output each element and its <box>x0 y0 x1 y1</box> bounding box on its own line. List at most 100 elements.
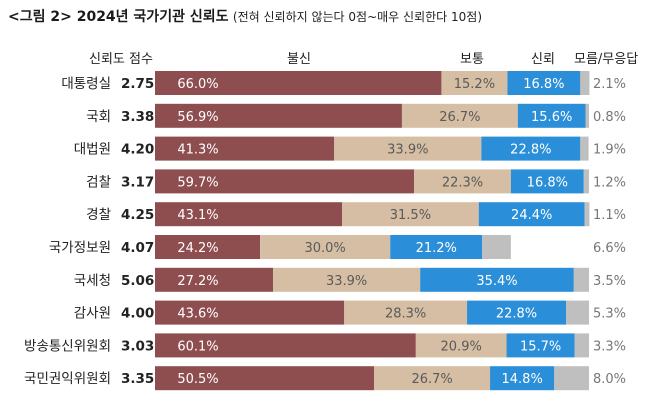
data-label-dontknow: 8.0% <box>593 372 626 387</box>
data-label-distrust: 27.2% <box>177 274 218 289</box>
bar-segment-neutral <box>415 333 507 358</box>
score-label: 3.17 <box>121 174 154 190</box>
header-distrust: 불신 <box>287 52 311 67</box>
data-label-dontknow: 3.3% <box>593 339 626 354</box>
bar-segment-distrust <box>155 136 335 161</box>
data-label-trust: 21.2% <box>416 241 457 256</box>
bar-segment-neutral <box>342 202 479 227</box>
data-label-distrust: 24.2% <box>177 241 218 256</box>
score-label: 4.25 <box>121 207 154 223</box>
data-label-neutral: 31.5% <box>390 208 431 223</box>
category-label: 감사원 <box>74 306 111 322</box>
category-label: 대통령실 <box>61 76 111 92</box>
header-score: 신뢰도 점수 <box>89 52 153 67</box>
score-label: 5.06 <box>121 273 154 289</box>
bar-segment-distrust <box>155 103 402 128</box>
bar-segment-trust <box>467 300 566 325</box>
category-label: 국세청 <box>74 273 111 289</box>
bar-segment-dontknow <box>573 267 589 292</box>
data-label-neutral: 15.2% <box>454 77 495 92</box>
bar-segment-distrust <box>155 333 416 358</box>
data-label-trust: 16.8% <box>523 77 564 92</box>
category-label: 방송통신위원회 <box>24 338 111 354</box>
data-label-distrust: 43.6% <box>177 307 218 322</box>
bar-segment-distrust <box>155 71 442 95</box>
score-label: 4.00 <box>121 306 154 322</box>
data-label-distrust: 43.1% <box>177 208 218 223</box>
bar-segment-neutral <box>344 300 468 325</box>
bar-segment-neutral <box>374 366 491 391</box>
data-label-neutral: 20.9% <box>441 339 482 354</box>
bar-segment-dontknow <box>580 136 589 161</box>
bar-segment-dontknow <box>585 103 589 128</box>
chart-title-main: <그림 2> 2024년 국가기관 신뢰도 <box>8 9 229 25</box>
bar-segment-dontknow <box>566 300 589 325</box>
bar-segment-dontknow <box>580 71 590 95</box>
category-label: 검찰 <box>86 174 111 190</box>
score-label: 4.07 <box>121 240 154 256</box>
bar-segment-distrust <box>155 202 343 227</box>
bar-segment-distrust <box>155 235 261 259</box>
bar-segment-dontknow <box>583 169 589 194</box>
data-label-dontknow: 1.9% <box>593 143 626 158</box>
bar-segment-trust <box>490 366 555 391</box>
score-label: 3.35 <box>121 371 154 387</box>
category-label: 경찰 <box>86 207 111 223</box>
bar-segment-distrust <box>155 267 274 292</box>
data-label-neutral: 26.7% <box>411 372 452 387</box>
bar-segment-trust <box>481 136 581 161</box>
category-label: 국회 <box>86 109 111 125</box>
data-label-dontknow: 6.6% <box>593 241 626 256</box>
category-label: 국가정보원 <box>49 240 111 256</box>
header-trust: 신뢰 <box>531 52 555 67</box>
data-label-trust: 15.6% <box>531 110 572 125</box>
data-label-trust: 35.4% <box>476 274 517 289</box>
chart-subtitle: (전혀 신뢰하지 않는다 0점~매우 신뢰한다 10점) <box>232 10 482 24</box>
data-label-distrust: 50.5% <box>177 372 218 387</box>
score-label: 3.03 <box>121 338 154 354</box>
bar-segment-trust <box>478 202 585 227</box>
data-label-dontknow: 1.2% <box>593 175 626 190</box>
data-label-trust: 15.7% <box>520 339 561 354</box>
bar-segment-trust <box>390 235 483 259</box>
bar-segment-neutral <box>401 103 518 128</box>
data-label-neutral: 30.0% <box>304 241 345 256</box>
header-neutral: 보통 <box>460 52 484 67</box>
data-label-distrust: 59.7% <box>177 175 218 190</box>
score-label: 3.38 <box>121 109 154 125</box>
bar-segment-trust <box>510 169 584 194</box>
data-label-neutral: 28.3% <box>385 307 426 322</box>
bar-segment-neutral <box>441 71 508 95</box>
data-label-distrust: 41.3% <box>177 143 218 158</box>
data-label-neutral: 22.3% <box>442 175 483 190</box>
bar-segment-neutral <box>260 235 391 259</box>
bar-segment-trust <box>506 333 575 358</box>
data-label-distrust: 56.9% <box>177 110 218 125</box>
data-label-dontknow: 3.5% <box>593 274 626 289</box>
category-label: 국민권익위원회 <box>24 371 111 387</box>
bar-segment-distrust <box>155 300 345 325</box>
chart-title: <그림 2> 2024년 국가기관 신뢰도 (전혀 신뢰하지 않는다 0점~매우… <box>8 6 482 26</box>
category-label: 대법원 <box>74 142 111 158</box>
bar-segment-neutral <box>334 136 482 161</box>
data-label-trust: 16.8% <box>527 175 568 190</box>
bar-segment-distrust <box>155 169 415 194</box>
score-label: 4.20 <box>121 142 154 158</box>
data-label-trust: 14.8% <box>502 372 543 387</box>
bar-segment-dontknow <box>574 333 589 358</box>
bar-segment-trust <box>517 103 586 128</box>
data-label-distrust: 60.1% <box>177 339 218 354</box>
bar-segment-dontknow <box>584 202 590 227</box>
data-label-dontknow: 5.3% <box>593 307 626 322</box>
bar-segment-trust <box>420 267 574 292</box>
data-label-neutral: 33.9% <box>387 143 428 158</box>
data-label-dontknow: 2.1% <box>593 77 626 92</box>
bar-segment-dontknow <box>482 235 511 259</box>
data-label-trust: 24.4% <box>511 208 552 223</box>
header-dontknow: 모름/무응답 <box>574 52 639 67</box>
data-label-neutral: 33.9% <box>326 274 367 289</box>
data-label-dontknow: 1.1% <box>593 208 626 223</box>
data-label-neutral: 26.7% <box>439 110 480 125</box>
data-label-trust: 22.8% <box>496 307 537 322</box>
